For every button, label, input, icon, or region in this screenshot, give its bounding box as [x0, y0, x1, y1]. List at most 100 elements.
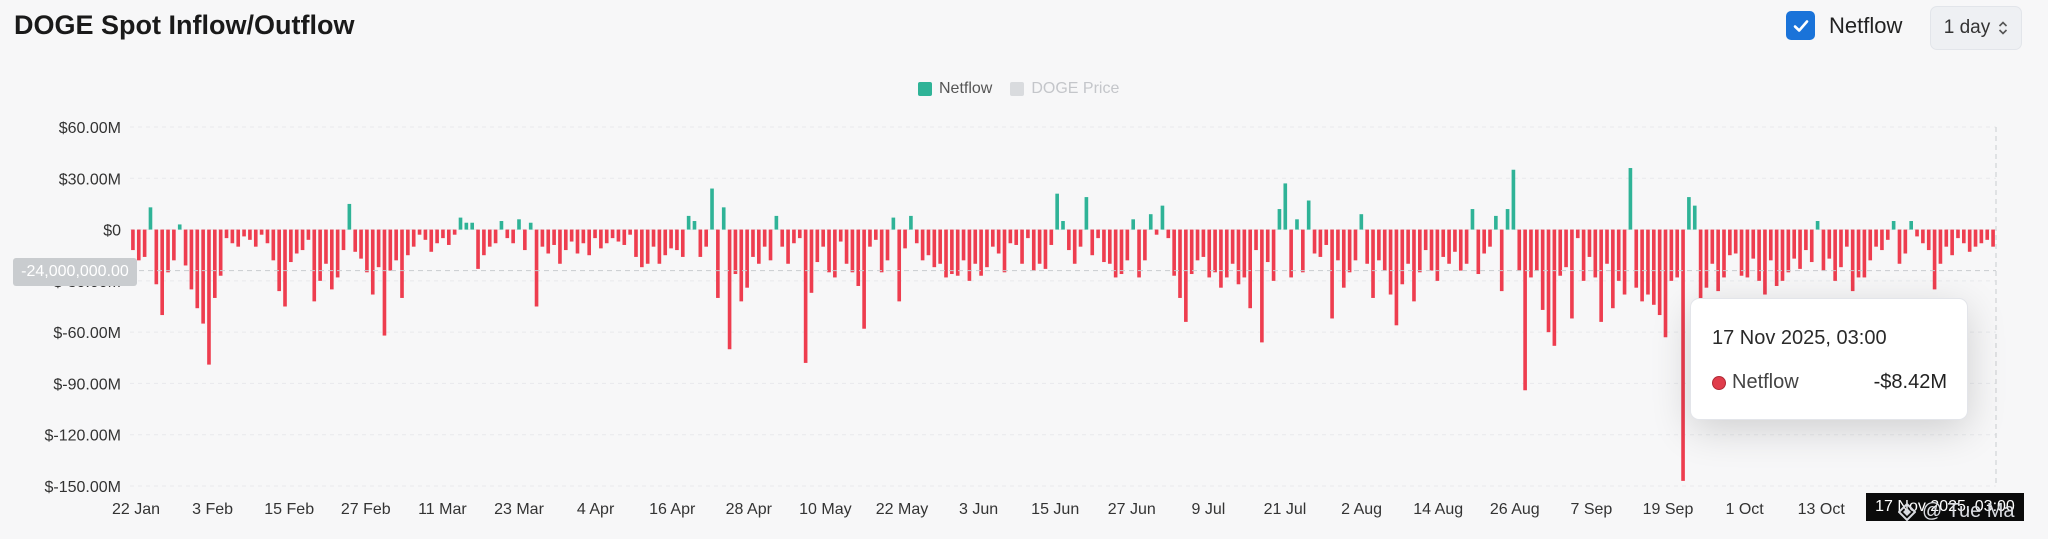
bar — [1248, 229, 1252, 309]
bar — [610, 229, 615, 239]
bar — [1131, 219, 1136, 230]
bar — [1377, 229, 1381, 261]
bar — [1991, 229, 1995, 247]
bar — [1347, 229, 1352, 273]
bar — [423, 229, 428, 240]
bar — [1669, 229, 1674, 281]
netflow-checkbox-label: Netflow — [1829, 12, 1903, 38]
bar — [1499, 229, 1504, 292]
bar — [727, 229, 732, 350]
bar — [1587, 229, 1592, 257]
legend-item-doge-price[interactable]: DOGE Price — [1010, 80, 1119, 98]
bar — [1224, 229, 1229, 278]
bar — [1646, 229, 1650, 295]
bar — [1172, 229, 1176, 276]
bar — [950, 229, 954, 275]
bar — [1265, 229, 1270, 263]
bar — [1605, 229, 1609, 264]
bar — [1359, 214, 1364, 230]
bar — [1616, 229, 1621, 281]
bar — [253, 229, 258, 247]
bar — [616, 229, 621, 242]
bar — [675, 229, 679, 251]
bar — [704, 229, 708, 247]
legend-label-netflow: Netflow — [939, 80, 993, 97]
bar — [1096, 229, 1100, 239]
bar — [1704, 229, 1709, 288]
bar — [347, 203, 352, 230]
y-tick-label: $-60.00M — [53, 325, 121, 342]
watermark-logo-icon — [1898, 502, 1916, 521]
bar — [745, 229, 749, 288]
bar — [1002, 229, 1007, 273]
bar — [686, 215, 691, 230]
bar — [464, 222, 469, 230]
tooltip-series-dot — [1712, 375, 1726, 390]
bar — [218, 229, 223, 276]
x-tick-label: 21 Jul — [1264, 501, 1307, 518]
bar — [1213, 229, 1217, 273]
x-tick-label: 26 Aug — [1490, 501, 1540, 518]
bar — [680, 229, 685, 257]
bar — [1301, 229, 1305, 273]
bar — [1429, 229, 1434, 271]
interval-select[interactable]: 1 day — [1930, 6, 2022, 50]
bar — [1201, 229, 1206, 257]
bar — [177, 224, 182, 230]
bar — [1915, 229, 1919, 237]
bar — [1400, 229, 1405, 285]
bar — [1137, 229, 1141, 278]
netflow-toggle[interactable]: Netflow — [1786, 11, 1902, 40]
bar — [874, 229, 878, 240]
bar — [1739, 229, 1744, 276]
bar — [382, 229, 387, 336]
bar — [563, 229, 568, 251]
bar — [1324, 229, 1329, 245]
bar — [283, 229, 287, 307]
bar — [1529, 229, 1533, 278]
bar — [1049, 229, 1054, 245]
bar — [1622, 229, 1627, 295]
bar — [1523, 229, 1527, 391]
bar — [1037, 229, 1042, 264]
x-tick-label: 10 May — [799, 501, 851, 518]
bar — [1885, 229, 1890, 240]
bar — [1219, 229, 1223, 288]
bar — [294, 229, 299, 254]
bar — [961, 229, 966, 261]
bar — [1962, 229, 1966, 244]
bar — [505, 229, 510, 239]
bar — [429, 229, 434, 252]
bar — [1277, 209, 1282, 230]
bar — [1014, 229, 1019, 245]
bar — [1406, 229, 1410, 264]
bar — [201, 229, 205, 324]
bar — [850, 229, 855, 273]
netflow-checkbox[interactable] — [1786, 11, 1815, 40]
bar — [1663, 229, 1668, 338]
bar — [493, 229, 498, 244]
legend-item-netflow[interactable]: Netflow — [918, 80, 992, 98]
bar — [891, 217, 896, 230]
bar — [1535, 229, 1539, 271]
bar — [330, 229, 334, 290]
bar — [1505, 209, 1510, 230]
crosshair-x-label: 17 Nov 2025, 03:00 — [1866, 493, 2024, 521]
bar — [1084, 197, 1089, 230]
bar — [1564, 229, 1568, 268]
bar — [1178, 229, 1182, 298]
bar — [1558, 229, 1563, 276]
x-tick-label: 9 Jul — [1192, 501, 1226, 518]
bar — [955, 229, 960, 276]
bar — [277, 229, 281, 292]
bar — [1125, 229, 1130, 261]
bar — [569, 229, 574, 242]
bar — [1967, 229, 1972, 252]
bar — [417, 229, 422, 235]
sort-arrows-icon — [1999, 21, 2008, 35]
bar — [1798, 229, 1802, 269]
bar — [1166, 229, 1171, 239]
bar — [265, 229, 270, 244]
bar — [406, 229, 410, 256]
